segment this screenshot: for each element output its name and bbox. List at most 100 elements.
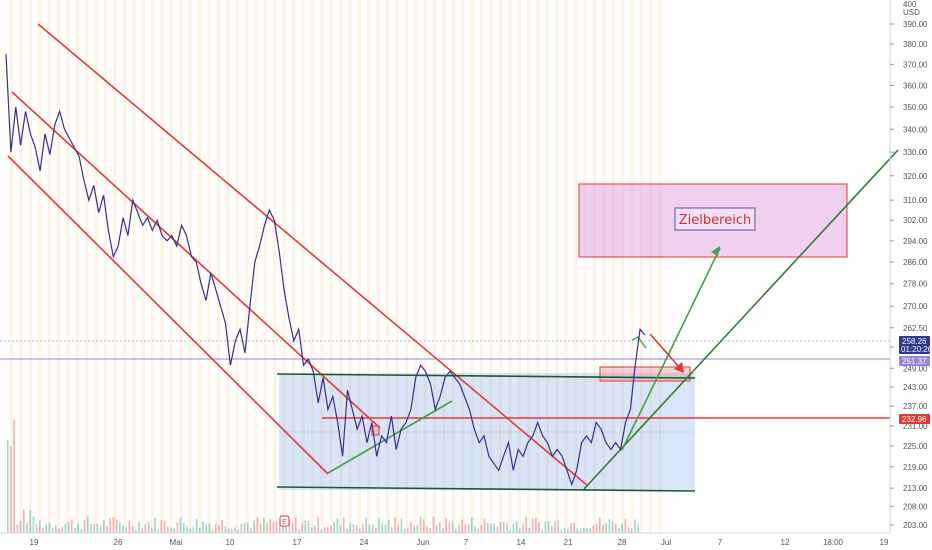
short-up-arrow [631,336,647,349]
volume-bar [170,527,172,533]
volume-bar [611,521,614,533]
volume-bar [320,529,323,533]
session-stripe [38,0,42,533]
volume-bar [109,517,111,533]
session-stripe [621,0,625,533]
session-stripe [216,0,220,533]
session-stripe [245,0,249,533]
volume-bar [87,516,89,533]
session-stripe [198,0,202,533]
volume-bar [442,528,444,533]
session-stripe [574,0,578,533]
volume-bar [173,528,175,533]
volume-bar [61,526,63,533]
price-badge [899,414,930,424]
x-tick-label: 7 [718,538,723,547]
volume-bar [493,523,495,533]
volume-bar [285,520,287,533]
y-tick-label: 360.00 [903,81,928,90]
volume-bar [45,523,47,533]
volume-bar [343,517,345,533]
volume-bar [426,526,428,533]
volume-bar [125,526,127,533]
volume-bar [112,517,115,533]
x-tick-label: 19 [880,538,889,547]
volume-bar [103,519,105,533]
volume-bar [147,521,150,533]
volume-bar [115,519,118,533]
y-tick-label: 286.00 [903,258,928,267]
price-badge-value: 232.96 [902,415,927,424]
volume-bar [279,523,281,533]
price-badge-countdown: 01:20:26 [901,345,932,354]
volume-bar [288,519,291,533]
volume-bar [471,517,473,533]
session-stripe [301,0,305,533]
session-stripe [66,0,70,533]
volume-bar [35,524,38,533]
session-stripe [630,0,634,533]
y-tick-label: 225.00 [903,442,928,451]
volume-bar [522,523,524,533]
x-tick-label: 18:00 [823,538,844,547]
volume-bar [135,529,137,533]
volume-bar [208,523,211,533]
volume-bar [304,520,307,533]
session-stripe [94,0,98,533]
session-stripe [160,0,164,533]
session-stripe [470,0,474,533]
session-stripe [292,0,296,533]
y-tick-label: 310.00 [903,196,928,205]
volume-bar [627,527,630,533]
earnings-marker-icon: E [282,519,287,526]
session-stripe [320,0,324,533]
volume-bar [10,446,12,533]
session-stripe [508,0,512,533]
session-stripe [376,0,380,533]
y-tick-label: 203.00 [903,521,928,530]
volume-bar [247,522,249,533]
session-stripe [10,0,14,533]
range-bottom-line [276,486,696,492]
volume-bar [560,529,563,533]
y-tick-label: 340.00 [903,125,928,134]
session-stripe [179,0,183,533]
volume-bar [499,522,502,533]
volume-bar [32,516,35,533]
session-stripe [527,0,531,533]
volume-bar [378,518,380,533]
session-stripe [555,0,559,533]
session-stripe [649,0,653,533]
volume-bar [231,528,233,533]
volume-bar [506,523,508,533]
volume-bar [432,516,435,533]
price-series-line [5,54,646,487]
price-badge [899,336,930,354]
volume-bar [448,522,451,533]
volume-bar [51,527,54,533]
zone-label-box [674,207,756,231]
volume-bar [419,517,422,533]
session-stripe [611,0,615,533]
session-stripe [564,0,568,533]
earnings-marker[interactable] [279,515,290,527]
volume-bar [474,526,476,533]
volume-bar [563,528,566,533]
volume-bar [528,527,531,533]
volume-bar [13,420,15,533]
y-tick-label: 231.00 [903,422,928,431]
volume-bar [346,528,348,533]
volume-bar [381,522,383,533]
volume-bar [387,519,390,533]
x-tick-label: Jun [417,538,430,547]
volume-bar [467,523,470,533]
x-tick-label: 19 [30,538,39,547]
volume-bar [451,521,454,533]
y-tick-label: 294.00 [903,237,928,246]
y-tick-label: 262.50 [903,324,928,333]
volume-bar [317,516,319,533]
session-stripe [19,0,23,533]
volume-bar [512,523,515,533]
volume-bar [515,521,518,533]
